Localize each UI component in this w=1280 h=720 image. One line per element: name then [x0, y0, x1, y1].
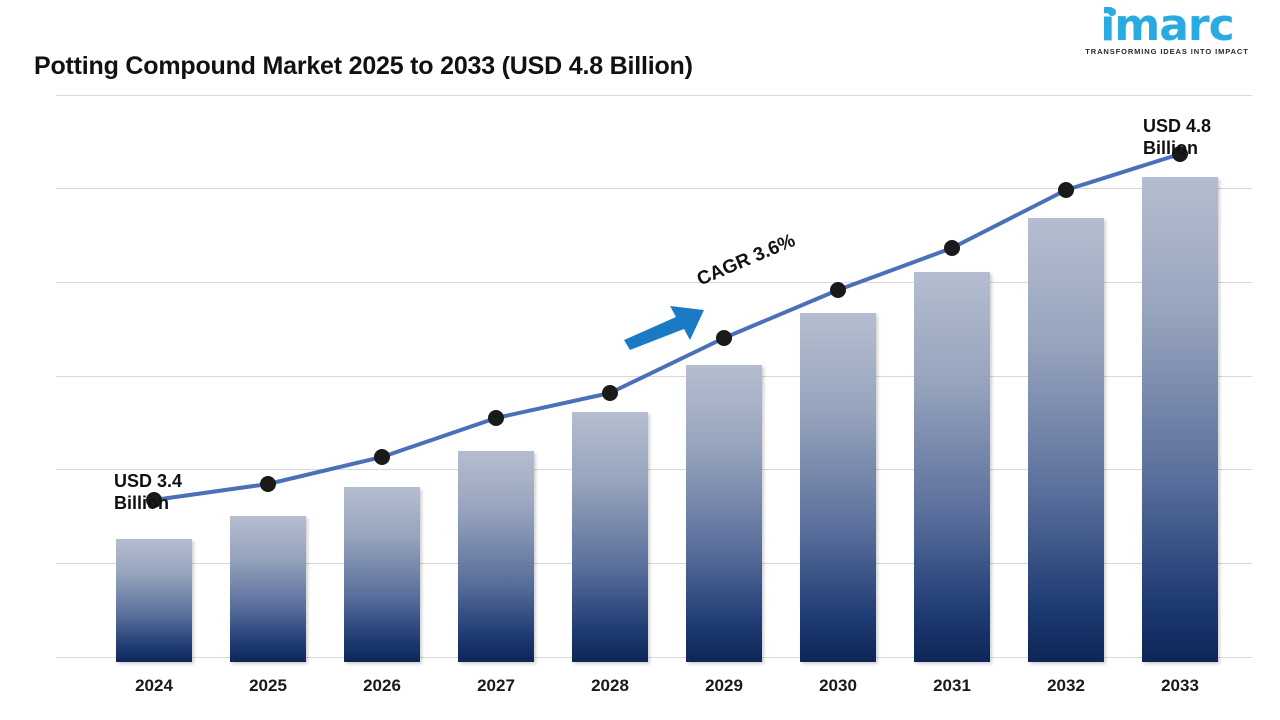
bar-2032[interactable] [1028, 218, 1104, 662]
trend-marker-2031[interactable] [944, 240, 960, 256]
end-value-line1: USD 4.8 [1143, 116, 1212, 136]
gridline [56, 188, 1252, 189]
trend-marker-2028[interactable] [602, 385, 618, 401]
x-label-2025: 2025 [249, 676, 287, 695]
bar-2025[interactable] [230, 516, 306, 662]
trend-marker-2027[interactable] [488, 410, 504, 426]
bar-2024[interactable] [116, 539, 192, 662]
bar-2026[interactable] [344, 487, 420, 662]
x-label-2030: 2030 [819, 676, 857, 695]
bar-2027[interactable] [458, 451, 534, 662]
brand-tagline: TRANSFORMING IDEAS INTO IMPACT [1085, 47, 1249, 56]
start-value-line2: Billion [114, 493, 169, 513]
trend-marker-2029[interactable] [716, 330, 732, 346]
x-label-2029: 2029 [705, 676, 743, 695]
trend-marker-2026[interactable] [374, 449, 390, 465]
x-label-2032: 2032 [1047, 676, 1085, 695]
x-label-2033: 2033 [1161, 676, 1199, 695]
start-value-callout: USD 3.4 Billion [114, 470, 182, 514]
x-label-2024: 2024 [135, 676, 173, 695]
brand-wordmark: imarc [1100, 0, 1234, 51]
x-label-2031: 2031 [933, 676, 971, 695]
bar-2030[interactable] [800, 313, 876, 662]
gridline [56, 563, 1252, 564]
logo-dot-icon [1108, 8, 1116, 16]
x-label-2028: 2028 [591, 676, 629, 695]
end-value-line2: Billion [1143, 138, 1198, 158]
gridline [56, 657, 1252, 658]
bar-2029[interactable] [686, 365, 762, 662]
bar-2028[interactable] [572, 412, 648, 662]
trend-marker-2030[interactable] [830, 282, 846, 298]
trend-marker-2032[interactable] [1058, 182, 1074, 198]
bar-2031[interactable] [914, 272, 990, 662]
x-label-2026: 2026 [363, 676, 401, 695]
imarc-logo: imarc TRANSFORMING IDEAS INTO IMPACT [1082, 0, 1252, 58]
page-title: Potting Compound Market 2025 to 2033 (US… [34, 52, 693, 80]
x-label-2027: 2027 [477, 676, 515, 695]
trend-arrow-icon [624, 306, 704, 350]
bar-2033[interactable] [1142, 177, 1218, 662]
start-value-line1: USD 3.4 [114, 471, 183, 491]
trend-marker-2025[interactable] [260, 476, 276, 492]
gridline [56, 95, 1252, 96]
end-value-callout: USD 4.8 Billion [1143, 115, 1211, 159]
